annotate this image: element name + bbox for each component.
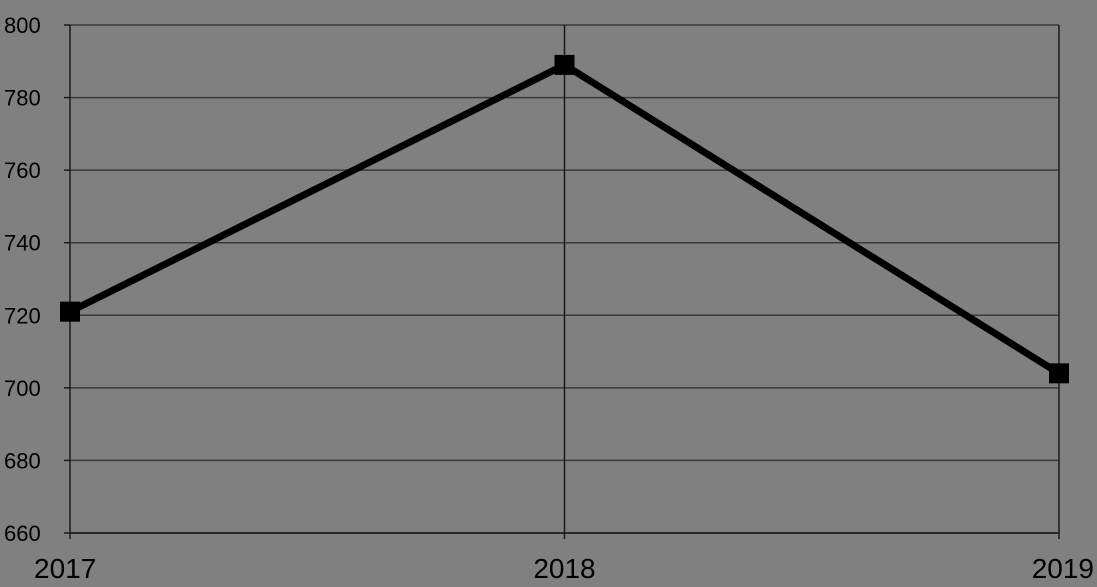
y-tick-label: 760: [4, 158, 41, 183]
x-tick-label: 2019: [1032, 553, 1094, 582]
data-point-marker-2019: [1049, 363, 1069, 384]
data-point-marker-2018: [554, 54, 575, 75]
grid-lines: [70, 24, 1060, 534]
y-tick-label: 700: [4, 376, 41, 401]
y-axis-tick-labels: 660 680 700 720 740 760 780 800: [4, 13, 41, 546]
x-tick-label: 2018: [533, 553, 595, 582]
data-markers: [60, 54, 1069, 384]
y-tick-label: 680: [4, 448, 41, 473]
y-tick-label: 780: [4, 86, 41, 111]
x-tick-label: 2017: [34, 553, 96, 582]
y-tick-label: 800: [4, 13, 41, 38]
y-tick-label: 660: [4, 521, 41, 546]
y-tick-label: 720: [4, 303, 41, 328]
data-point-marker-2017: [60, 301, 80, 322]
x-axis-tick-labels: 2017 2018 2019: [34, 553, 1094, 584]
y-tick-label: 740: [4, 231, 41, 256]
